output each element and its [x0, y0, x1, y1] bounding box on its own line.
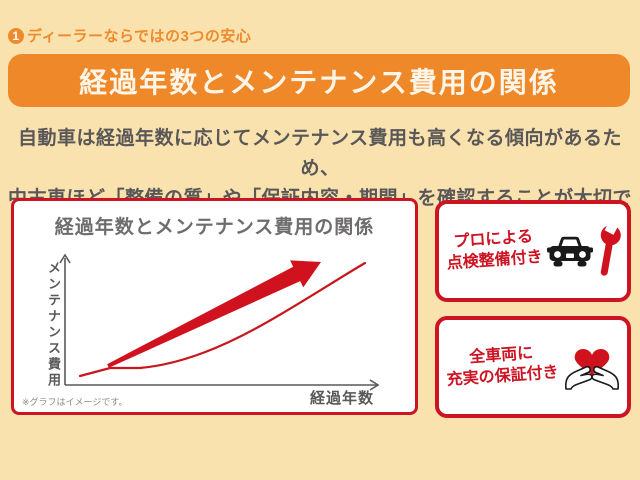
x-axis: [65, 379, 380, 391]
intro-line-1: 自動車は経過年数に応じてメンテナンス費用も高くなる傾向があるため、: [17, 128, 623, 179]
feature-inspection-text: プロによる 点検整備付き: [445, 227, 544, 275]
feature-warranty-line-1: 全車両に: [469, 345, 535, 367]
chart-panel: 経過年数とメンテナンス費用の関係 メンテナンス費用 経過年数 ※グラフはイメージ…: [11, 198, 418, 415]
title-banner: 経過年数とメンテナンス費用の関係: [8, 54, 630, 107]
feature-inspection-line-1: プロによる: [452, 228, 534, 251]
y-axis: [59, 253, 71, 385]
feature-inspection-line-2: 点検整備付き: [446, 248, 544, 273]
section-heading-text: ディーラーならではの3つの安心: [27, 28, 252, 45]
cost-curve: [78, 261, 367, 378]
chart-title: 経過年数とメンテナンス費用の関係: [54, 217, 375, 238]
inspection-icons: [547, 222, 621, 278]
feature-warranty-box: 全車両に 充実の保証付き: [435, 316, 631, 418]
feature-inspection-box: プロによる 点検整備付き: [435, 200, 631, 302]
number-1-badge-icon: 1: [8, 27, 24, 44]
warranty-icons: [564, 344, 620, 390]
relationship-chart: [59, 253, 380, 391]
x-axis-label: 経過年数: [310, 390, 375, 407]
car-icon: [547, 236, 593, 266]
trend-arrow-icon: [107, 260, 321, 368]
section-heading: 1 ディーラーならではの3つの安心: [8, 25, 251, 46]
banner-title-text: 経過年数とメンテナンス費用の関係: [79, 66, 559, 98]
chart-footnote: ※グラフはイメージです。: [22, 397, 128, 407]
feature-warranty-line-2: 充実の保証付き: [446, 364, 560, 389]
y-axis-label: メンテナンス費用: [46, 261, 61, 389]
feature-warranty-text: 全車両に 充実の保証付き: [445, 342, 560, 391]
wrench-icon: [600, 222, 621, 276]
heart-in-hands-icon: [564, 349, 619, 390]
